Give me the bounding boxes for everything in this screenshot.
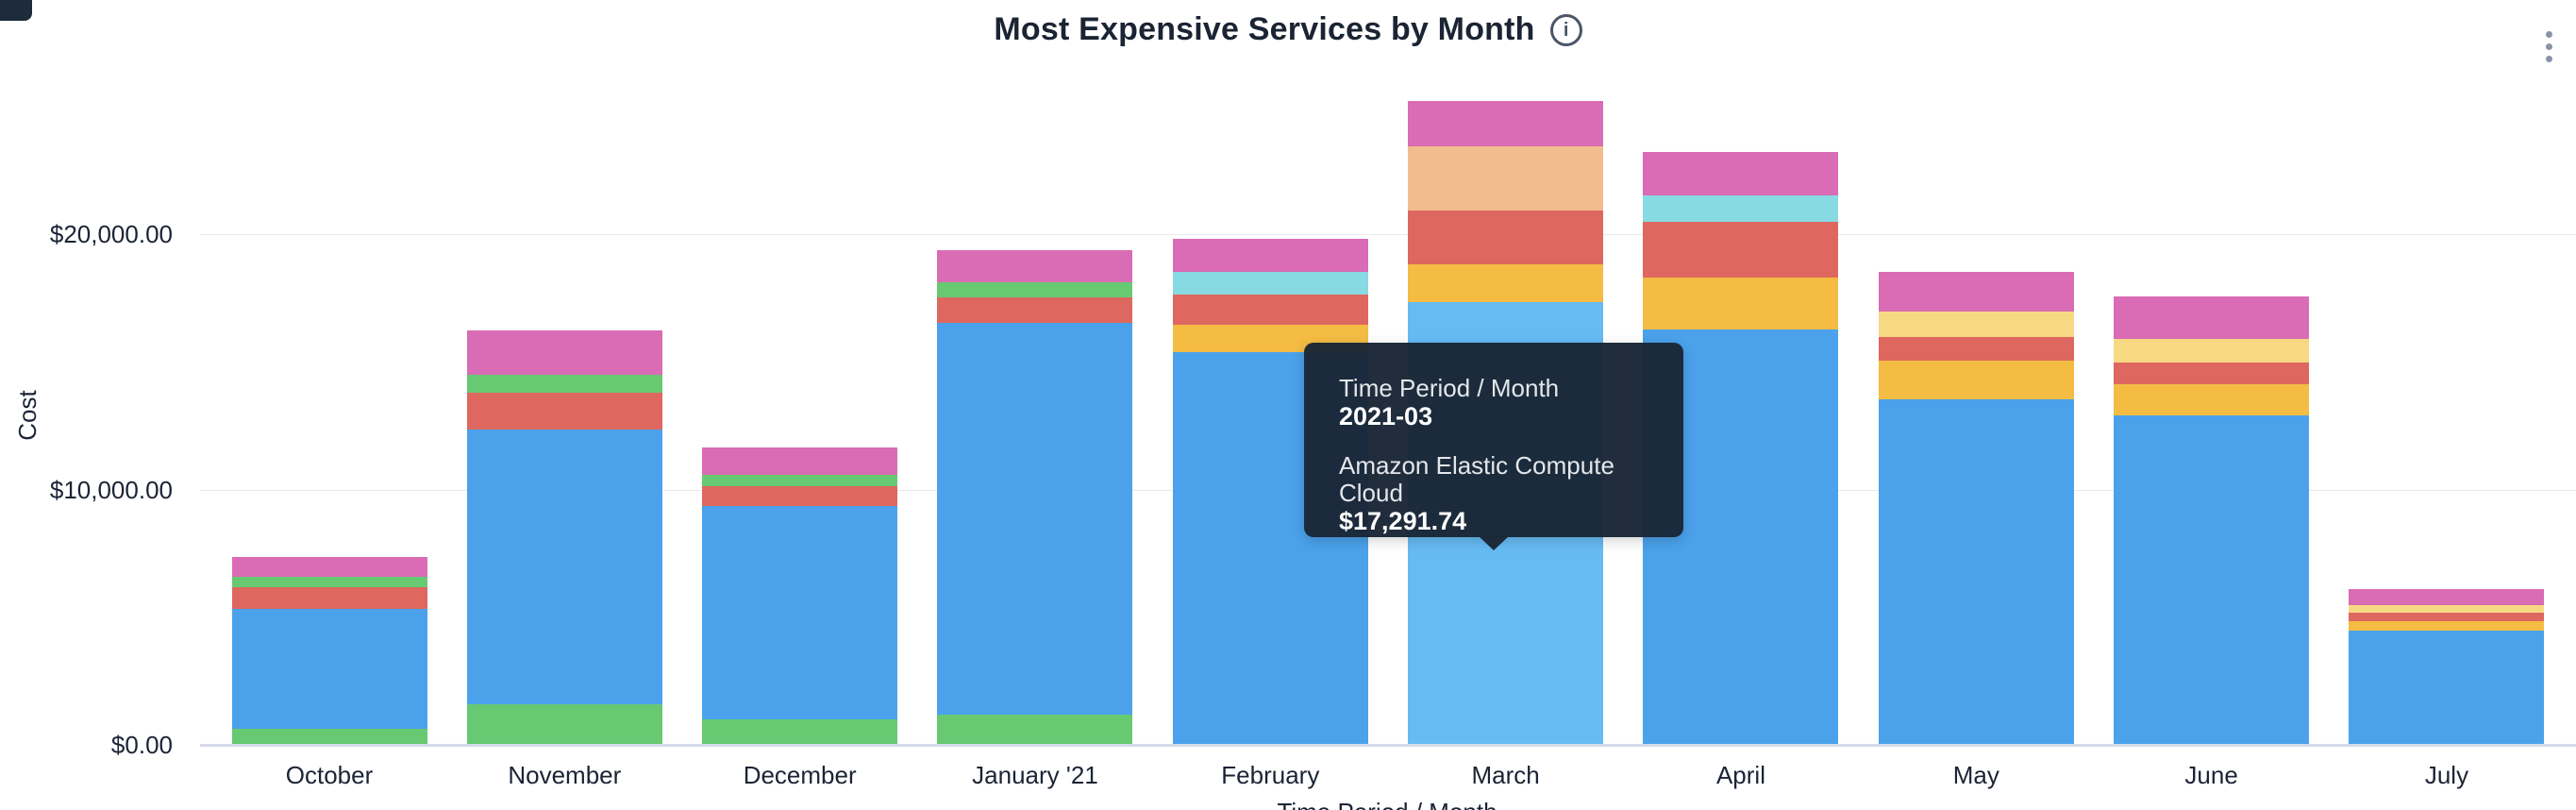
info-icon[interactable]: i [1549,13,1582,46]
x-tick-label: March [1471,761,1540,789]
kebab-dot [2546,56,2552,62]
bar-may[interactable] [1878,271,2074,744]
bar-segment-green[interactable] [702,474,898,487]
x-tick-label: February [1221,761,1320,789]
bar-segment-pink[interactable] [937,249,1133,283]
bar-segment-blue[interactable] [1878,399,2074,744]
x-axis-title: Time Period / Month [1198,798,1576,810]
kebab-dot [2546,31,2552,38]
bar-segment-yellow[interactable] [2114,384,2310,415]
x-tick-label: December [743,761,857,789]
y-tick-label: $10,000.00 [49,476,173,504]
bar-segment-green[interactable] [937,282,1133,298]
bar-segment-green[interactable] [231,728,427,744]
bar-segment-yellow[interactable] [2349,620,2545,631]
bar-segment-peach[interactable] [1408,145,1604,211]
hover-tooltip: Time Period / Month 2021-03 Amazon Elast… [1304,343,1683,550]
bar-segment-green[interactable] [702,718,898,744]
bar-segment-red[interactable] [1408,210,1604,265]
bar-segment-pink[interactable] [1878,271,2074,312]
chart-title: Most Expensive Services by Month [994,11,1535,47]
bar-segment-pale_yellow[interactable] [2349,605,2545,614]
bar-segment-blue[interactable] [231,609,427,729]
x-tick-label: April [1715,761,1765,789]
bar-segment-cyan[interactable] [1643,194,1839,222]
bar-segment-red[interactable] [702,486,898,507]
tooltip-cost-value: $17,291.74 [1339,507,1467,535]
bar-segment-red[interactable] [2349,613,2545,621]
bar-segment-pink[interactable] [1643,151,1839,195]
bar-segment-red[interactable] [1878,337,2074,362]
bar-segment-pink[interactable] [702,447,898,475]
bar-segment-pink[interactable] [466,330,662,375]
bar-segment-green[interactable] [231,577,427,588]
bar-segment-yellow[interactable] [1878,361,2074,399]
bar-segment-red[interactable] [231,587,427,610]
bar-november[interactable] [466,330,662,744]
bar-segment-red[interactable] [1643,221,1839,278]
kebab-dot [2546,43,2552,50]
bar-segment-pink[interactable] [231,557,427,578]
bar-segment-blue[interactable] [2114,415,2310,744]
bar-segment-pale_yellow[interactable] [2114,339,2310,363]
bar-segment-yellow[interactable] [1643,278,1839,329]
bar-segment-red[interactable] [937,297,1133,323]
x-tick-label: July [2424,761,2469,789]
bar-july[interactable] [2349,588,2545,744]
bar-segment-pink[interactable] [2114,295,2310,340]
x-tick-label: October [285,761,374,789]
bar-december[interactable] [702,447,898,744]
bar-segment-pale_yellow[interactable] [1878,311,2074,338]
window-corner-fragment [0,0,32,21]
tooltip-service-label: Amazon Elastic Compute Cloud [1339,451,1614,507]
chart-header: Most Expensive Services by Month i [0,11,2576,48]
tooltip-dimension-label: Time Period / Month [1339,374,1560,402]
bar-segment-pink[interactable] [2349,588,2545,606]
bar-segment-red[interactable] [1172,294,1368,326]
y-tick-label: $20,000.00 [49,220,173,248]
y-tick-label: $0.00 [110,731,173,759]
bar-segment-green[interactable] [466,703,662,744]
tooltip-caret [1479,536,1509,550]
bar-june[interactable] [2114,295,2310,744]
bar-october[interactable] [231,557,427,744]
bar-segment-green[interactable] [466,374,662,393]
x-axis-baseline [200,744,2576,747]
x-tick-label: November [508,761,622,789]
gridline-20000 [200,234,2576,235]
x-tick-label: June [2184,761,2238,789]
tooltip-period-value: 2021-03 [1339,402,1433,430]
bar-segment-yellow[interactable] [1408,264,1604,303]
bar-segment-green[interactable] [937,715,1133,744]
bar-segment-cyan[interactable] [1172,271,1368,295]
bar-segment-pink[interactable] [1408,101,1604,146]
x-tick-label: January '21 [972,761,1098,789]
bar-january-21[interactable] [937,249,1133,744]
kebab-menu-icon[interactable] [2542,27,2556,66]
y-axis-title: Cost [13,390,42,441]
bar-segment-red[interactable] [2114,362,2310,384]
bar-segment-red[interactable] [466,392,662,430]
bar-segment-blue[interactable] [2349,630,2545,744]
bar-segment-blue[interactable] [702,506,898,719]
x-tick-label: May [1952,761,1999,789]
bar-segment-blue[interactable] [466,430,662,704]
bar-segment-blue[interactable] [937,322,1133,716]
bar-segment-pink[interactable] [1172,238,1368,272]
